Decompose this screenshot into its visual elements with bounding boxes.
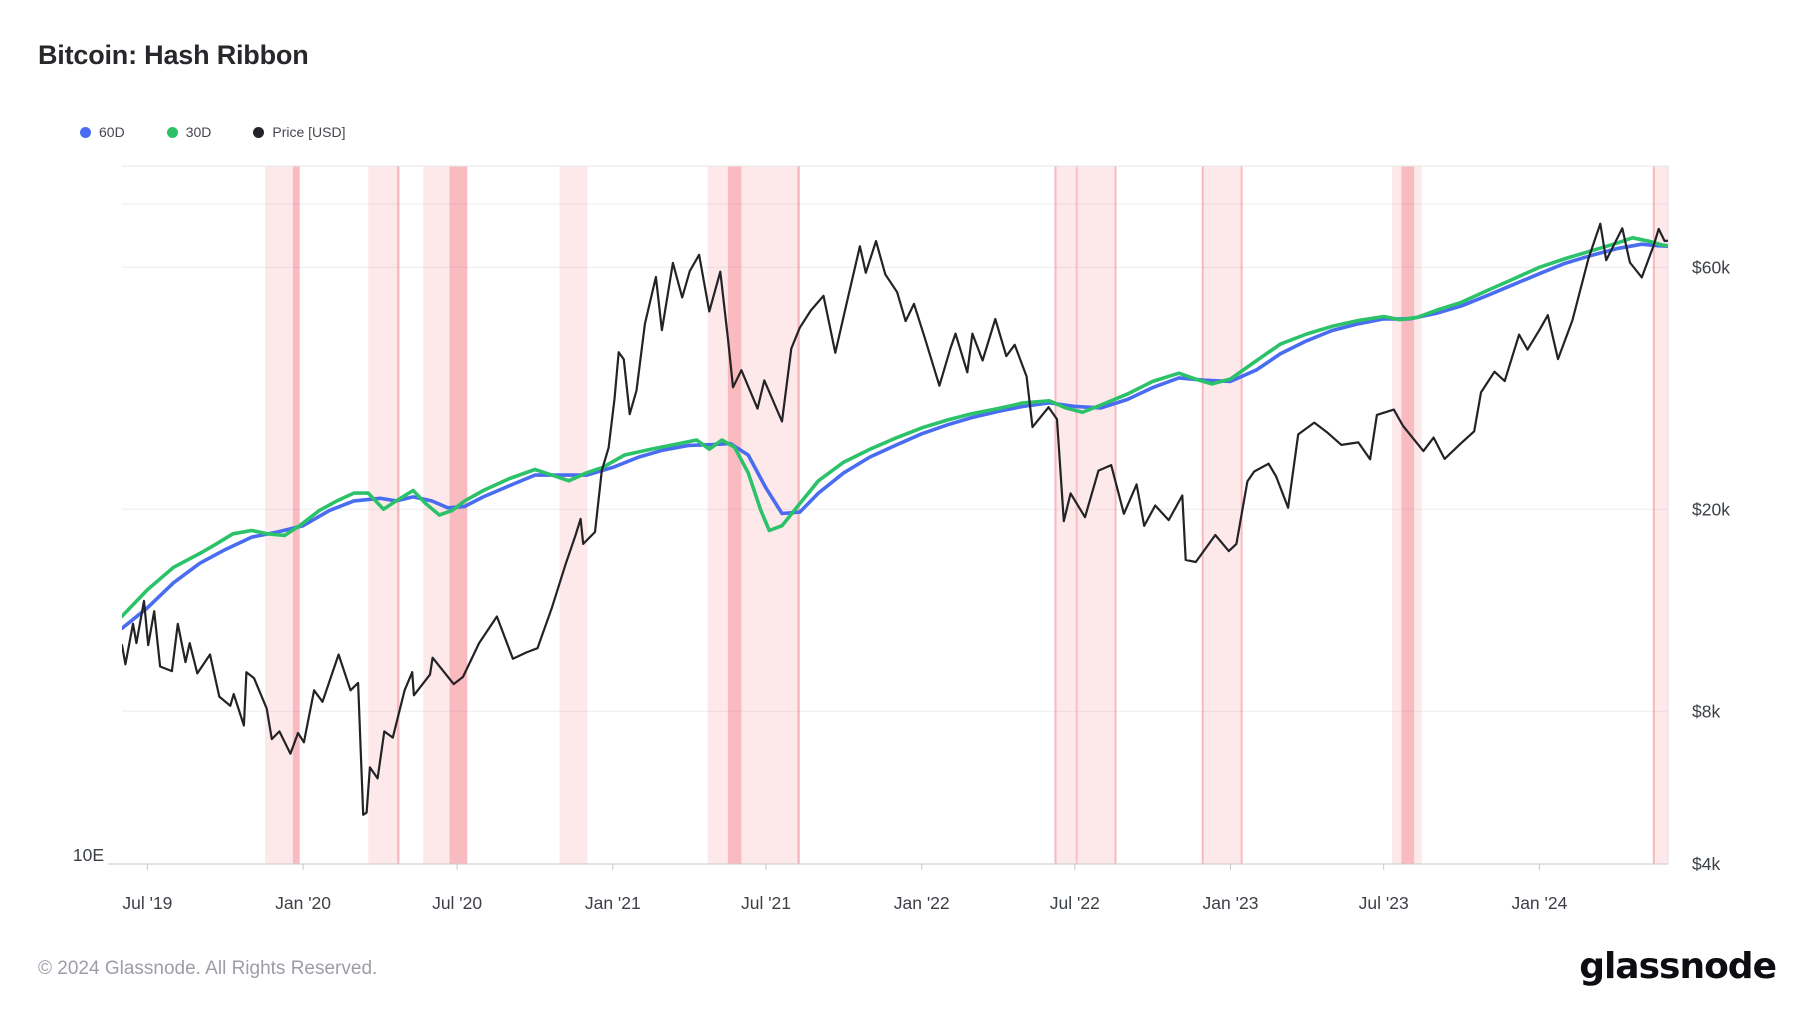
capitulation-band-light: [1201, 166, 1243, 864]
capitulation-band-dark: [292, 166, 300, 864]
capitulation-band-edge: [1054, 166, 1057, 864]
legend-item-price-usd[interactable]: Price [USD]: [253, 124, 346, 140]
y-right-tick-label: $20k: [1692, 499, 1730, 519]
capitulation-band-edge: [1114, 166, 1117, 864]
y-right-tick-label: $60k: [1692, 257, 1730, 277]
legend-item-30d[interactable]: 30D: [166, 124, 212, 140]
capitulation-band-light: [1652, 166, 1668, 864]
x-axis-labels: Jul '19 Jan '20 Jul '20 Jan '21 Jul '21 Jan '…: [122, 864, 1568, 913]
hash-ribbon-30d-line: [122, 236, 1668, 618]
page-title: Bitcoin: Hash Ribbon: [38, 40, 309, 70]
plot-frame: [108, 165, 1669, 865]
legend-label: 30D: [185, 124, 212, 140]
copyright-text: © 2024 Glassnode. All Rights Reserved.: [38, 958, 378, 979]
x-tick-label: Jul '21: [741, 893, 791, 913]
capitulation-band-edge: [1075, 166, 1078, 864]
y-right-tick-label: $4k: [1692, 854, 1720, 874]
capitulation-band-edge: [1201, 166, 1204, 864]
capitulation-band-light: [1414, 166, 1422, 864]
x-tick-label: Jan '21: [585, 893, 641, 913]
x-tick-label: Jan '23: [1203, 893, 1259, 913]
capitulation-band-light: [423, 166, 450, 864]
x-tick-label: Jul '22: [1050, 893, 1100, 913]
legend-swatch: [166, 126, 178, 138]
x-tick-label: Jan '20: [275, 893, 331, 913]
x-tick-label: Jul '20: [432, 893, 482, 913]
price-line: [122, 222, 1668, 816]
y-axis-labels: $60k $20k $8k $4k: [1692, 257, 1730, 874]
chart-legend: 60D 30D Price [USD]: [80, 124, 346, 140]
capitulation-band-light: [707, 166, 728, 864]
capitulation-band-dark: [397, 166, 400, 864]
x-tick-label: Jan '22: [894, 893, 950, 913]
legend-item-60d[interactable]: 60D: [80, 124, 125, 140]
capitulation-band-light: [1392, 166, 1402, 864]
legend-swatch: [253, 126, 265, 138]
legend-label: Price [USD]: [272, 124, 346, 140]
y-left-axis-labels: 10E: [73, 845, 104, 865]
capitulation-band-dark: [449, 166, 468, 864]
capitulation-band-light: [559, 166, 588, 864]
x-tick-label: Jan '24: [1511, 893, 1567, 913]
x-tick-label: Jul '19: [122, 893, 172, 913]
capitulation-band-edge: [1652, 166, 1655, 864]
capitulation-band-dark: [1401, 166, 1415, 864]
legend-label: 60D: [99, 124, 125, 140]
capitulation-band-dark: [727, 166, 742, 864]
chart-plot-area[interactable]: [122, 166, 1668, 864]
legend-swatch: [80, 126, 91, 138]
capitulation-band-edge: [797, 166, 800, 864]
y-left-tick-label: 10E: [73, 845, 104, 865]
y-right-tick-label: $8k: [1692, 701, 1720, 721]
glassnode-logo[interactable]: glassnode: [1579, 946, 1777, 987]
x-tick-label: Jul '23: [1359, 893, 1409, 913]
